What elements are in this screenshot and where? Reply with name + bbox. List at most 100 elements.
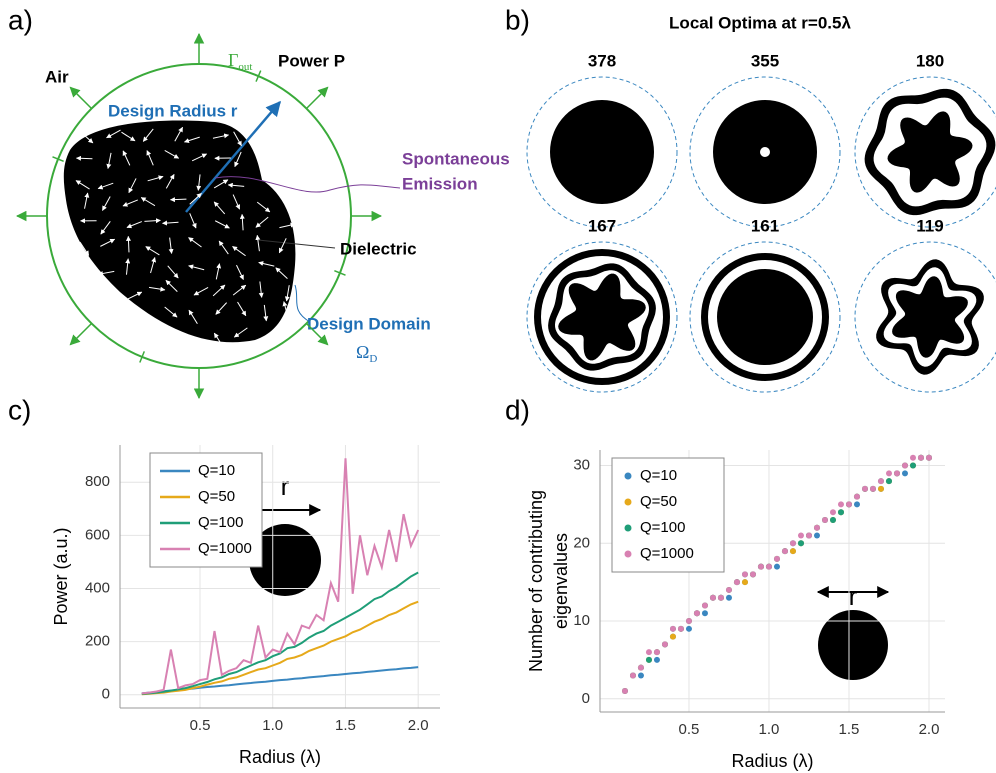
point	[781, 548, 788, 555]
point	[701, 602, 708, 609]
dipole-arrow	[258, 261, 275, 267]
x-tick-label: 0.5	[679, 721, 700, 738]
y-tick-label: 30	[573, 457, 590, 474]
dipole-arrow	[165, 280, 178, 292]
legend-label: Q=100	[640, 519, 685, 536]
point	[693, 610, 700, 617]
point	[741, 571, 748, 578]
legend-label: Q=1000	[640, 545, 694, 562]
dipole-arrow	[188, 237, 202, 248]
point	[701, 610, 708, 617]
y-tick-label: 20	[573, 534, 590, 551]
point	[725, 594, 732, 601]
dipole-arrow	[278, 238, 287, 254]
point	[637, 664, 644, 671]
dipole-arrow	[147, 175, 164, 182]
dipole-arrow	[191, 153, 208, 162]
legend-label: Q=50	[640, 493, 677, 510]
point	[645, 649, 652, 656]
legend-label: Q=10	[640, 467, 677, 484]
dipole-arrow	[106, 129, 121, 139]
x-tick-label: 1.0	[262, 717, 283, 734]
point	[901, 470, 908, 477]
legend-label: Q=100	[198, 514, 243, 531]
structure	[760, 147, 770, 157]
point	[741, 579, 748, 586]
point	[853, 501, 860, 508]
optimum-label: 180	[916, 51, 944, 70]
dipole-arrow	[150, 257, 157, 274]
design-boundary	[854, 241, 996, 393]
dipole-arrow	[189, 213, 197, 229]
emission-arrow	[305, 322, 329, 346]
point	[829, 509, 836, 516]
label: Emission	[402, 174, 478, 193]
label: Air	[45, 67, 69, 86]
dipole-arrow	[174, 126, 184, 142]
symbol: Γ	[228, 50, 238, 70]
dipole-arrow	[125, 235, 131, 253]
point	[637, 672, 644, 679]
leader	[257, 239, 336, 249]
dipole-arrow	[142, 128, 154, 142]
dipole-arrow	[189, 192, 202, 205]
annotation: r	[849, 581, 858, 611]
x-tick-label: 1.0	[759, 721, 780, 738]
dipole-arrow	[146, 150, 154, 166]
dipole-arrow	[97, 182, 114, 190]
x-tick-label: 2.0	[408, 717, 429, 734]
point	[661, 641, 668, 648]
dipole-arrow	[284, 285, 290, 302]
point	[709, 594, 716, 601]
x-tick-label: 0.5	[190, 717, 211, 734]
point	[893, 470, 900, 477]
legend-swatch	[624, 550, 632, 558]
dipole-arrow	[102, 196, 111, 211]
optimum-label: 167	[588, 216, 616, 235]
label: ΩD	[356, 342, 377, 364]
design-boundary	[526, 241, 678, 393]
point	[877, 485, 884, 492]
dipole-arrow	[263, 304, 269, 322]
point	[757, 563, 764, 570]
point	[653, 656, 660, 663]
dipole-arrow	[183, 136, 200, 143]
x-tick-label: 2.0	[919, 721, 940, 738]
label: Dielectric	[340, 239, 417, 258]
dipole-arrow	[128, 178, 137, 194]
dipole-arrow	[233, 131, 242, 147]
annotation: r	[281, 471, 290, 501]
subscript: out	[238, 61, 252, 73]
dipole-arrow	[140, 197, 156, 207]
dipole-arrow	[169, 197, 187, 203]
point	[773, 563, 780, 570]
dipole-arrow	[145, 246, 160, 256]
point	[749, 571, 756, 578]
point	[885, 470, 892, 477]
dipole-arrow	[237, 301, 247, 317]
diagram: Air Γout Power P Design Radius r Spontan…	[15, 32, 510, 400]
panel-label: a)	[8, 4, 33, 35]
design-boundary	[854, 76, 996, 228]
x-tick-label: 1.5	[839, 721, 860, 738]
dipole-arrow	[100, 238, 116, 247]
dipole-arrow	[218, 240, 229, 255]
leader	[214, 176, 401, 193]
dipole-arrow	[214, 220, 230, 229]
point	[837, 509, 844, 516]
optimum-label: 161	[751, 216, 779, 235]
line	[141, 600, 419, 696]
dipole-arrow	[196, 174, 202, 191]
structure	[892, 276, 968, 358]
y-axis-label: Number of contributing	[526, 490, 546, 672]
x-axis-label: Radius (λ)	[239, 747, 321, 767]
dielectric-region	[63, 120, 296, 343]
y-tick-label: 10	[573, 612, 590, 629]
dipole-arrow	[258, 281, 264, 298]
point	[789, 548, 796, 555]
boundary-tick	[139, 351, 146, 363]
panel-title: Local Optima at r=0.5λ	[669, 13, 851, 32]
point	[845, 501, 852, 508]
point	[837, 501, 844, 508]
point	[765, 563, 772, 570]
